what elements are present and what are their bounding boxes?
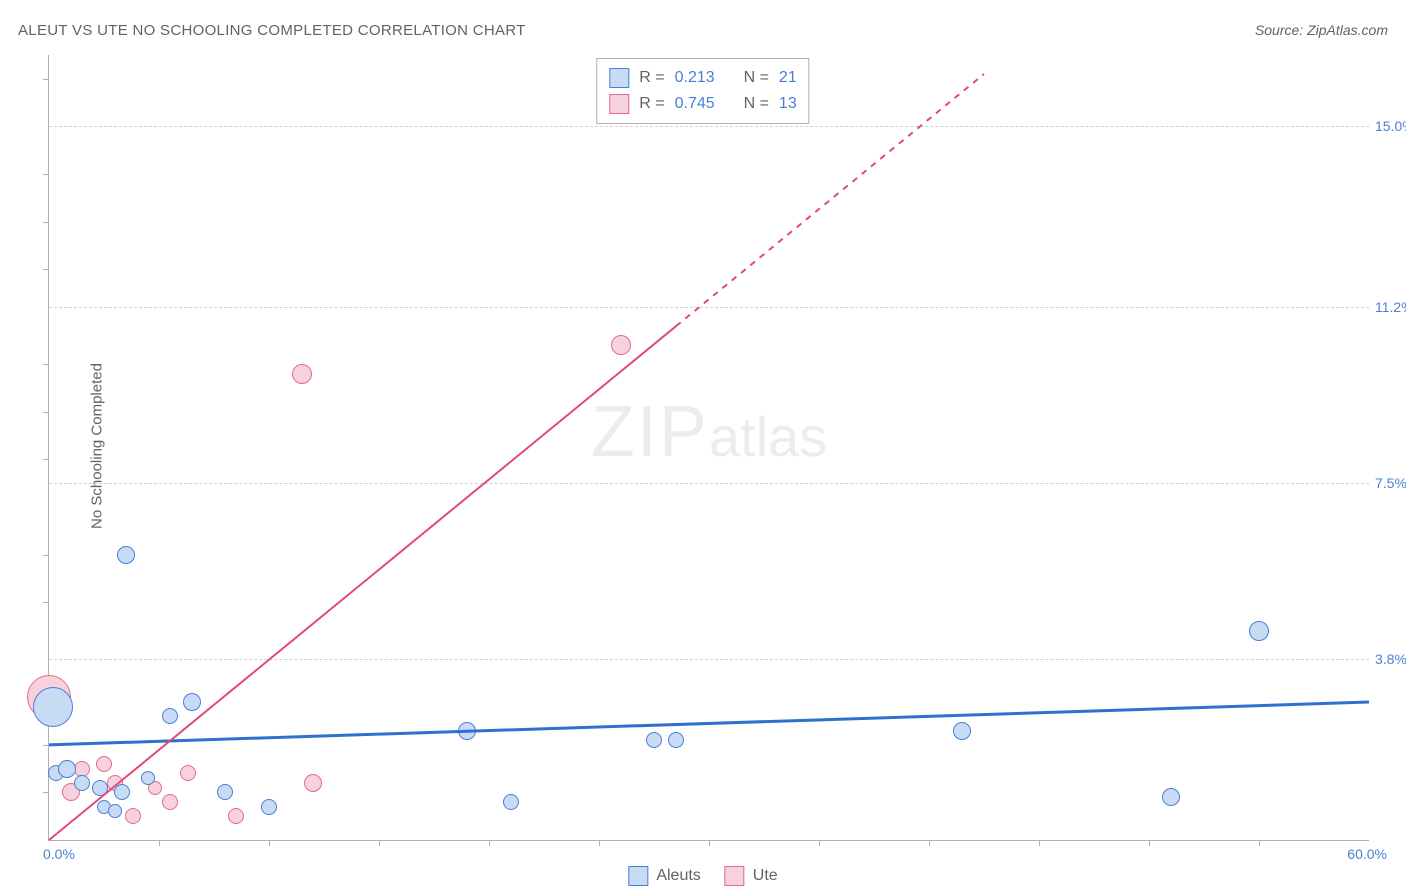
- trend-lines: [49, 55, 1369, 840]
- r-label: R =: [639, 65, 664, 91]
- n-label: N =: [744, 65, 769, 91]
- x-tick-label: 60.0%: [1347, 846, 1387, 862]
- trend-line: [49, 702, 1369, 745]
- trend-line: [49, 326, 676, 840]
- legend-label-ute: Ute: [753, 867, 778, 885]
- legend-item-ute: Ute: [725, 866, 778, 886]
- y-tick-label: 11.2%: [1375, 299, 1406, 315]
- r-value-aleuts: 0.213: [675, 65, 715, 91]
- swatch-ute: [609, 94, 629, 114]
- legend-row-aleuts: R = 0.213 N = 21: [609, 65, 796, 91]
- series-legend: Aleuts Ute: [620, 866, 785, 886]
- n-value-aleuts: 21: [779, 65, 797, 91]
- legend-row-ute: R = 0.745 N = 13: [609, 91, 796, 117]
- y-tick-label: 7.5%: [1375, 475, 1406, 491]
- swatch-ute: [725, 866, 745, 886]
- n-value-ute: 13: [779, 91, 797, 117]
- swatch-aleuts: [609, 68, 629, 88]
- correlation-legend: R = 0.213 N = 21 R = 0.745 N = 13: [596, 58, 809, 124]
- chart-title: ALEUT VS UTE NO SCHOOLING COMPLETED CORR…: [18, 22, 526, 39]
- x-tick-label: 0.0%: [43, 846, 75, 862]
- r-label: R =: [639, 91, 664, 117]
- legend-item-aleuts: Aleuts: [628, 866, 700, 886]
- y-tick-label: 15.0%: [1375, 118, 1406, 134]
- legend-label-aleuts: Aleuts: [656, 867, 700, 885]
- source-link[interactable]: Source: ZipAtlas.com: [1255, 22, 1388, 38]
- r-value-ute: 0.745: [675, 91, 715, 117]
- y-tick-label: 3.8%: [1375, 651, 1406, 667]
- swatch-aleuts: [628, 866, 648, 886]
- n-label: N =: [744, 91, 769, 117]
- scatter-plot: ZIPatlas 3.8%7.5%11.2%15.0%0.0%60.0%: [48, 55, 1369, 841]
